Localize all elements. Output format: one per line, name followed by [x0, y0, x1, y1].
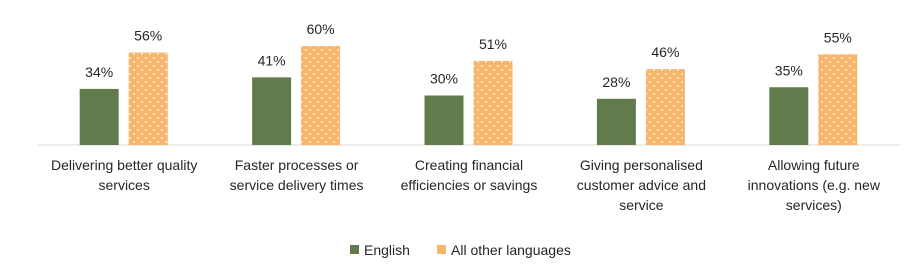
value-label: 41%: [258, 52, 286, 68]
value-label: 55%: [824, 29, 852, 45]
x-tick-label: Allowing future innovations (e.g. new se…: [747, 157, 880, 213]
value-label: 56%: [134, 28, 162, 44]
bar: [473, 60, 513, 145]
bar: [645, 69, 685, 145]
bar: [79, 88, 119, 145]
bar: [128, 52, 168, 145]
value-label: 35%: [775, 62, 803, 78]
value-label: 28%: [602, 74, 630, 90]
x-tick-label: Delivering better quality services: [51, 157, 198, 193]
value-label: 60%: [307, 21, 335, 37]
bar: [252, 77, 292, 145]
x-tick-label: Giving personalised customer advice and …: [576, 157, 706, 213]
bar: [301, 46, 341, 145]
legend-swatch: [350, 245, 359, 254]
bar: [818, 54, 858, 145]
x-tick-label: Creating financial efficiencies or savin…: [400, 157, 538, 193]
legend-swatch: [437, 245, 446, 254]
legend-label: English: [364, 242, 410, 258]
value-label: 46%: [651, 44, 679, 60]
value-label: 30%: [430, 71, 458, 87]
bar: [769, 87, 809, 145]
value-label: 34%: [85, 64, 113, 80]
x-tick-label: Faster processes or service delivery tim…: [229, 157, 364, 193]
legend-label: All other languages: [451, 242, 571, 258]
bar: [424, 95, 464, 145]
bar: [596, 98, 636, 145]
value-label: 51%: [479, 36, 507, 52]
